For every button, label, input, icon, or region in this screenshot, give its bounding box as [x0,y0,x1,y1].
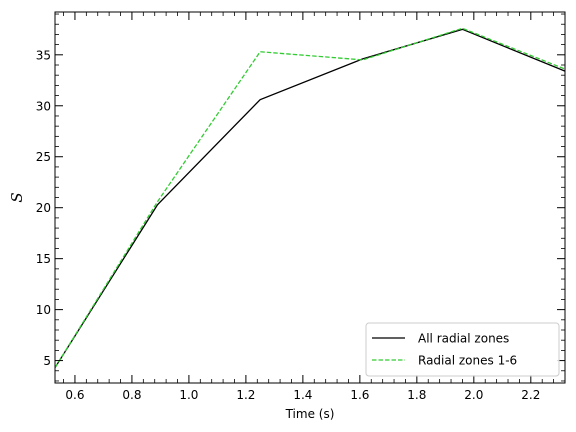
y-tick-label: 5 [43,354,51,368]
y-tick-label: 15 [36,252,51,266]
x-tick-label: 1.2 [236,388,255,402]
x-tick-label: 0.8 [122,388,141,402]
x-tick-label: 1.0 [179,388,198,402]
y-tick-label: 35 [36,48,51,62]
x-tick-label: 2.0 [464,388,483,402]
x-tick-labels: 0.6 0.8 1.0 1.2 1.4 1.6 1.8 2.0 2.2 [65,388,540,402]
y-axis-label: S [8,192,26,202]
y-tick-label: 10 [36,303,51,317]
x-tick-label: 2.2 [521,388,540,402]
y-tick-label: 25 [36,150,51,164]
axis-ticks [55,12,566,383]
x-tick-label: 1.6 [350,388,369,402]
y-tick-labels: 5 10 15 20 25 30 35 [36,48,51,368]
x-axis-label: Time (s) [285,407,335,421]
legend-box [365,322,560,377]
series-line-radial-zones-1-6 [54,27,566,369]
y-tick-label: 30 [36,99,51,113]
series-lines [54,27,566,369]
x-tick-label: 1.8 [407,388,426,402]
x-tick-label: 1.4 [293,388,312,402]
legend: All radial zones Radial zones 1-6 [365,322,560,377]
x-tick-label: 0.6 [65,388,84,402]
legend-label-all-radial-zones: All radial zones [418,332,509,346]
y-tick-label: 20 [36,201,51,215]
legend-label-radial-zones-1-6: Radial zones 1-6 [418,354,517,368]
series-line-all-radial-zones [54,28,566,369]
